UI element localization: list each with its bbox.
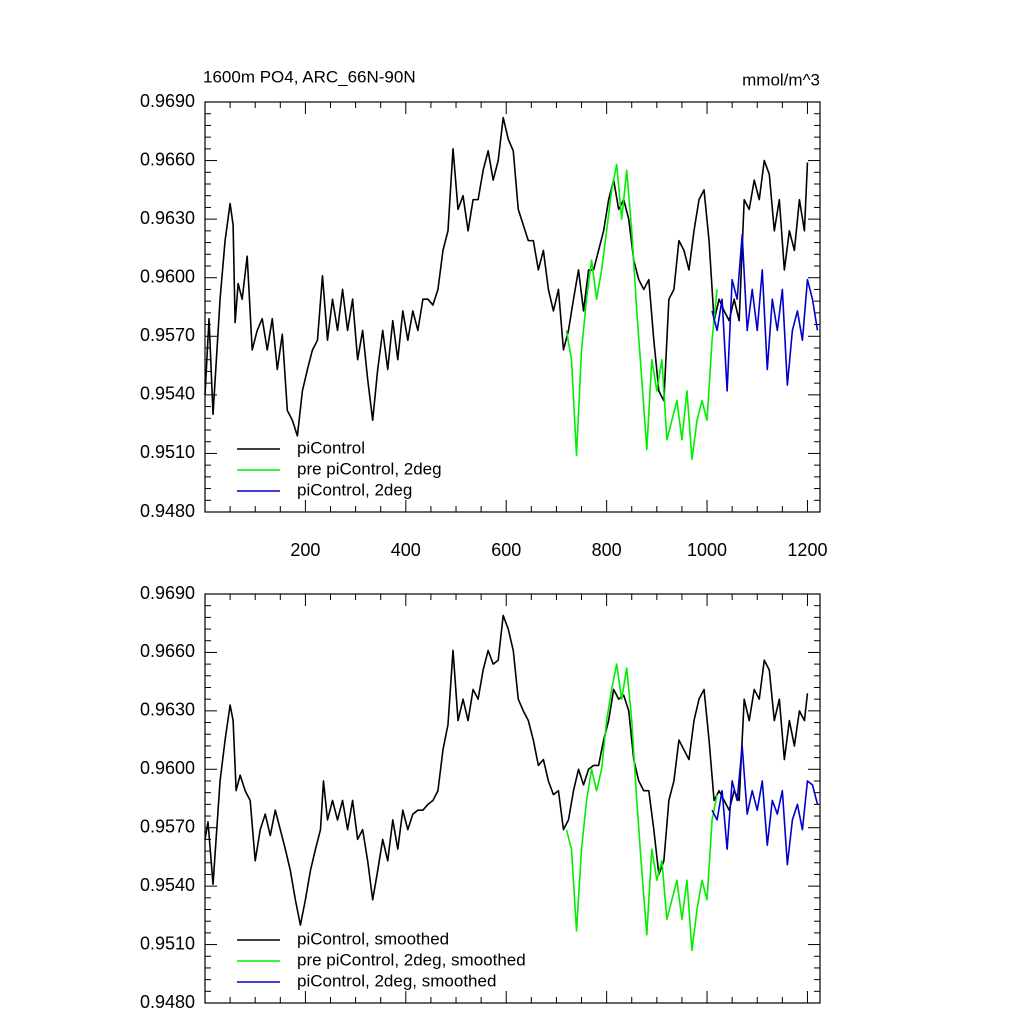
- y-tick-label: 0.9630: [140, 700, 195, 720]
- legend-label: piControl, 2deg, smoothed: [297, 971, 496, 990]
- y-tick-label: 0.9600: [140, 758, 195, 778]
- data-line: [711, 745, 819, 866]
- y-tick-label: 0.9540: [140, 384, 195, 404]
- x-tick-label: 800: [592, 540, 622, 560]
- y-tick-label: 0.9660: [140, 641, 195, 661]
- y-tick-label: 0.9480: [140, 501, 195, 521]
- y-tick-label: 0.9510: [140, 933, 195, 953]
- data-line: [565, 163, 718, 461]
- y-tick-label: 0.9510: [140, 442, 195, 462]
- y-tick-label: 0.9630: [140, 208, 195, 228]
- y-tick-label: 0.9570: [140, 325, 195, 345]
- legend-label: piControl: [297, 438, 365, 457]
- data-line: [204, 116, 809, 437]
- x-tick-label: 200: [290, 540, 320, 560]
- legend-label: piControl, smoothed: [297, 929, 449, 948]
- x-tick-label: 1200: [787, 540, 827, 560]
- legend-label: pre piControl, 2deg, smoothed: [297, 950, 526, 969]
- x-tick-label: 1000: [687, 540, 727, 560]
- x-tick-label: 600: [491, 540, 521, 560]
- x-tick-label: 400: [391, 540, 421, 560]
- data-line: [711, 233, 819, 392]
- y-tick-label: 0.9690: [140, 91, 195, 111]
- y-tick-label: 0.9570: [140, 816, 195, 836]
- units-label: mmol/m^3: [742, 70, 820, 89]
- y-tick-label: 0.9480: [140, 992, 195, 1012]
- legend-label: pre piControl, 2deg: [297, 459, 442, 478]
- legend-label: piControl, 2deg: [297, 480, 412, 499]
- plot-frame: [204, 593, 821, 1004]
- y-tick-label: 0.9600: [140, 266, 195, 286]
- data-line: [204, 614, 809, 926]
- data-line: [565, 663, 718, 952]
- plot-frame: [204, 101, 821, 513]
- y-tick-label: 0.9660: [140, 149, 195, 169]
- chart-title: 1600m PO4, ARC_66N-90N: [203, 67, 416, 86]
- y-tick-label: 0.9690: [140, 583, 195, 603]
- y-tick-label: 0.9540: [140, 875, 195, 895]
